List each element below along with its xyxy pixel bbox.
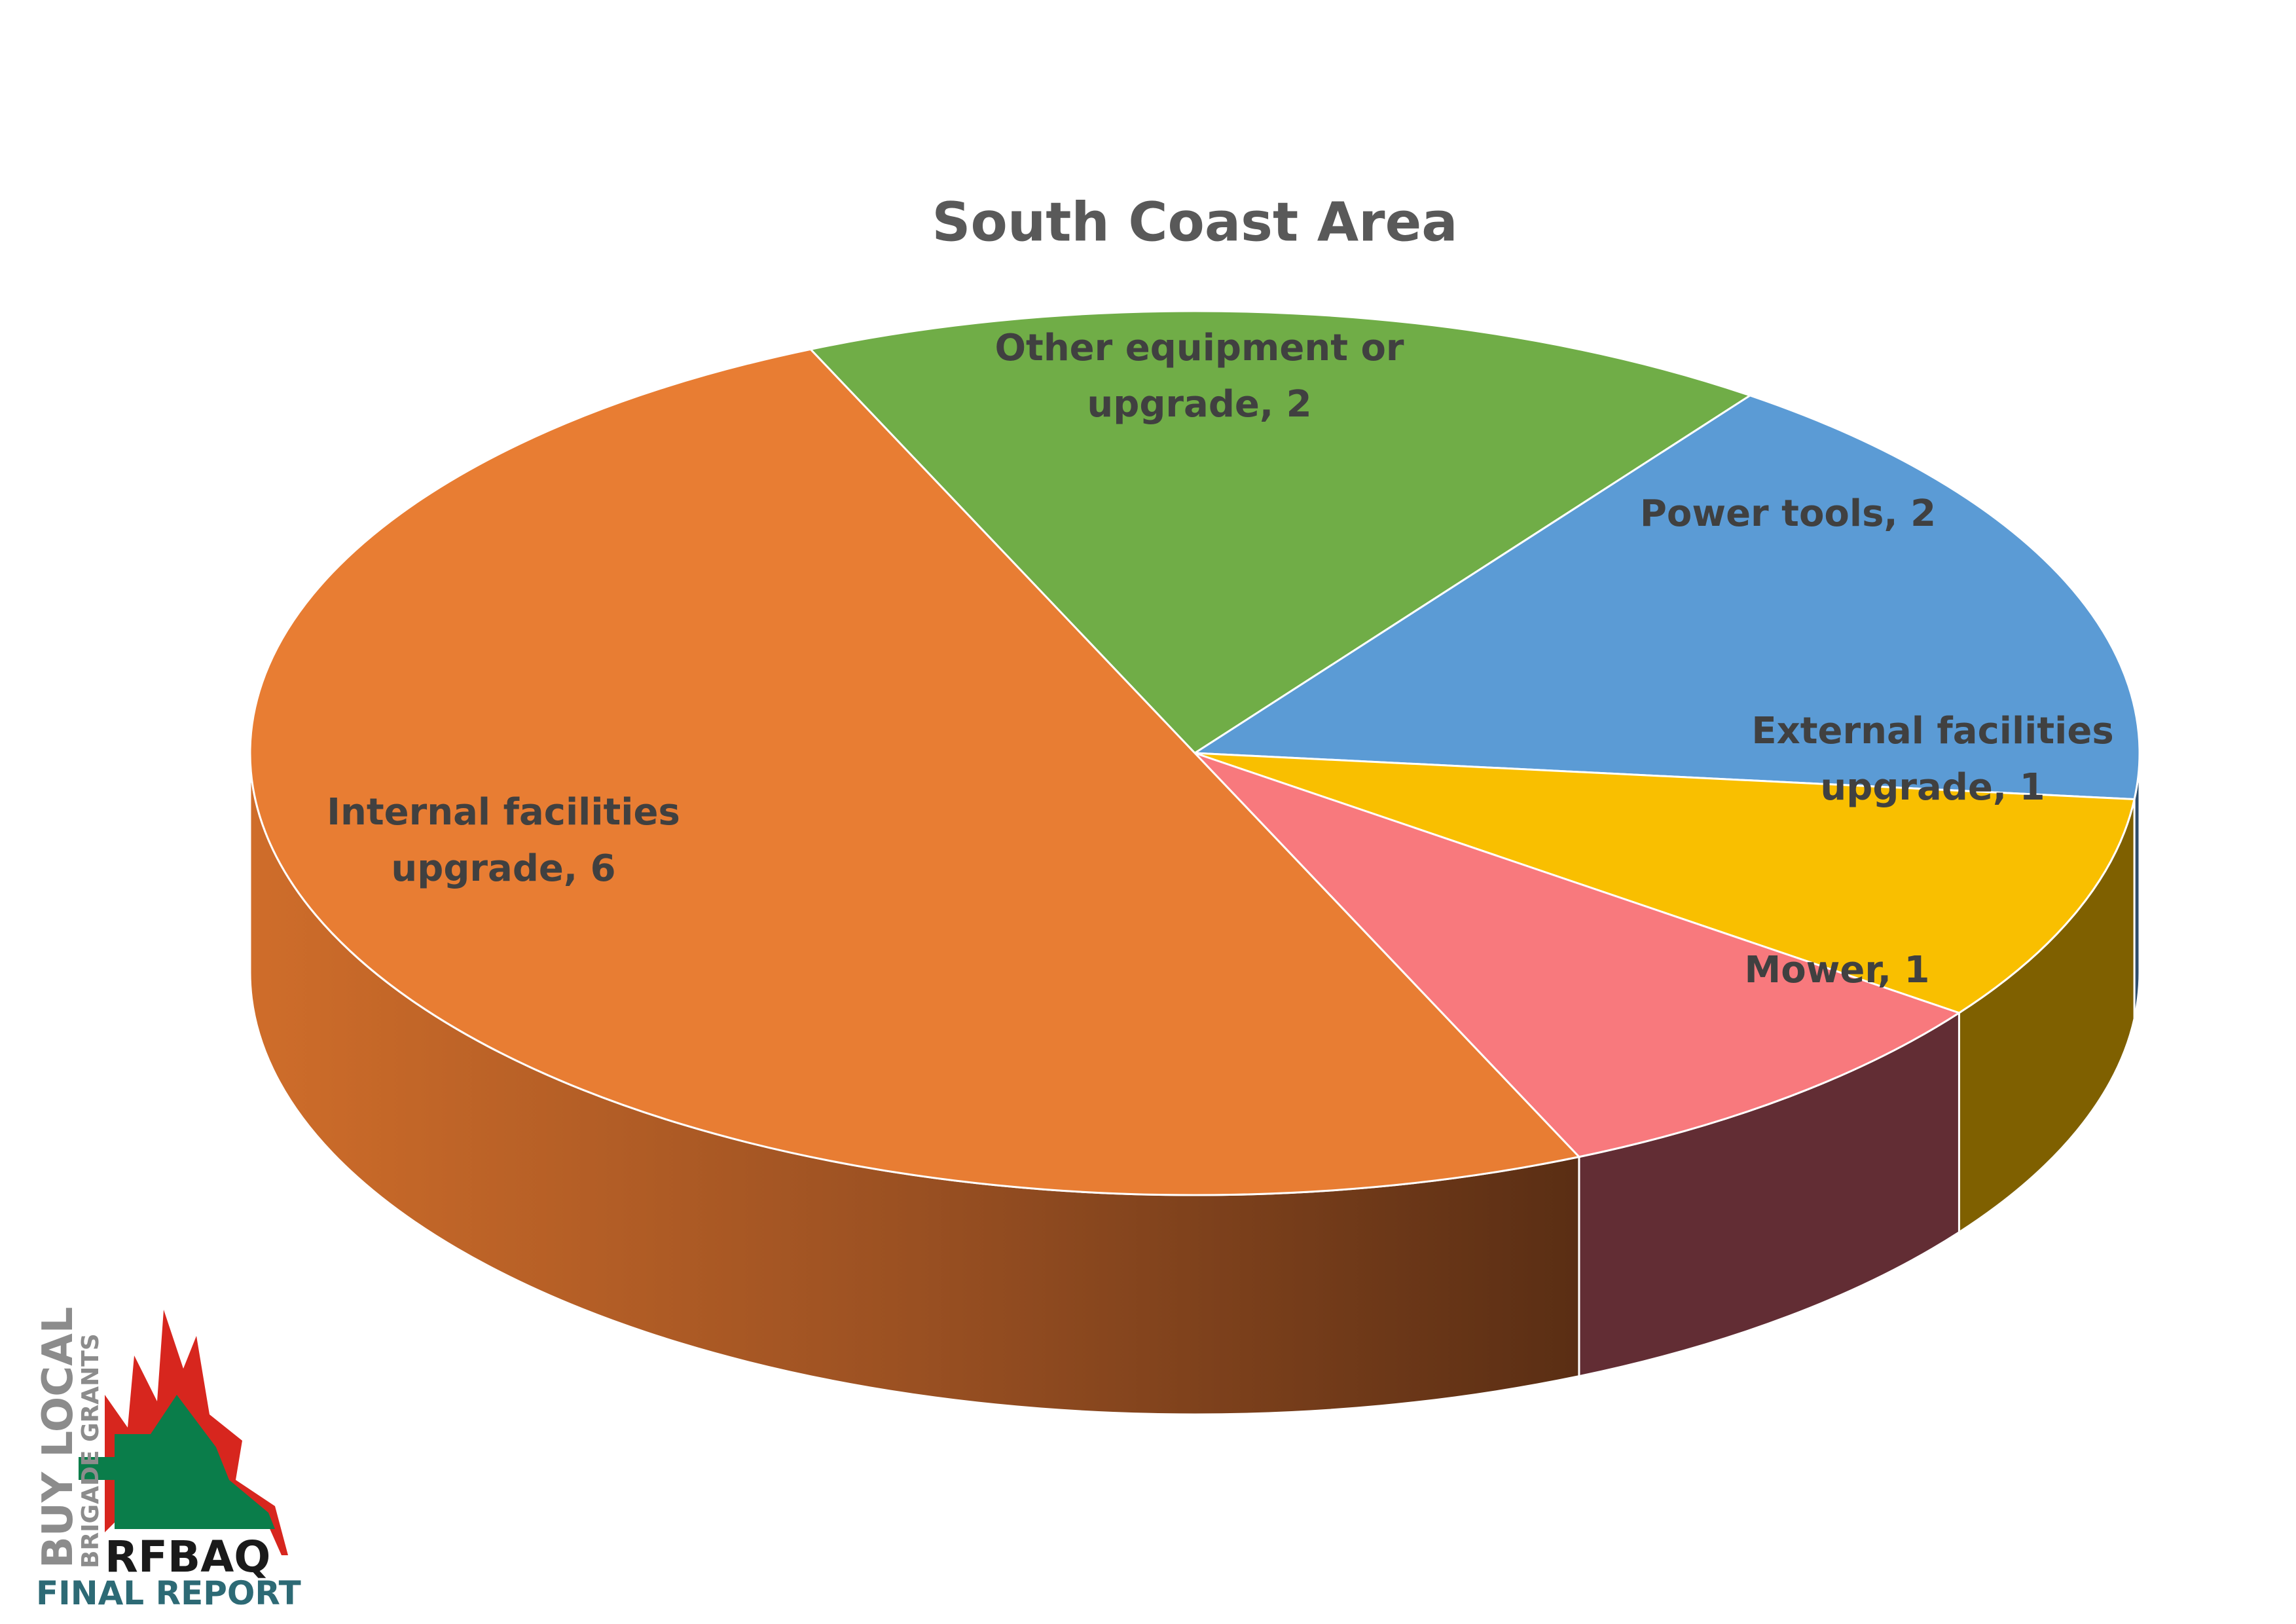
pie-slice — [809, 310, 1753, 754]
data-label: Power tools, 2 — [1640, 492, 1936, 535]
logo-text: FINAL REPORT — [36, 1574, 301, 1612]
data-label: Internal facilities upgrade, 6 — [327, 791, 680, 890]
pie-slice — [1194, 752, 1961, 1158]
data-label: External facilities upgrade, 1 — [1751, 710, 2113, 809]
logo-text: BRIGADE GRANTS — [77, 1333, 104, 1568]
data-label: Mower, 1 — [1744, 949, 1929, 991]
logo-text: BUY LOCAL — [34, 1306, 82, 1568]
logo-text: RFBAQ — [105, 1532, 270, 1582]
pie-slice — [1194, 752, 2136, 1014]
logo: BUY LOCAL BRIGADE GRANTS RFBAQ FINAL REP… — [34, 1306, 301, 1612]
pie: Other equipment or upgrade, 2 Power tools,… — [250, 310, 2141, 1416]
pie-slice — [250, 349, 1579, 1195]
data-label: Other equipment or upgrade, 2 — [994, 327, 1404, 426]
chart-title: South Coast Area — [932, 191, 1457, 253]
logo-map — [79, 1395, 275, 1529]
pie-slice — [1192, 394, 2141, 801]
